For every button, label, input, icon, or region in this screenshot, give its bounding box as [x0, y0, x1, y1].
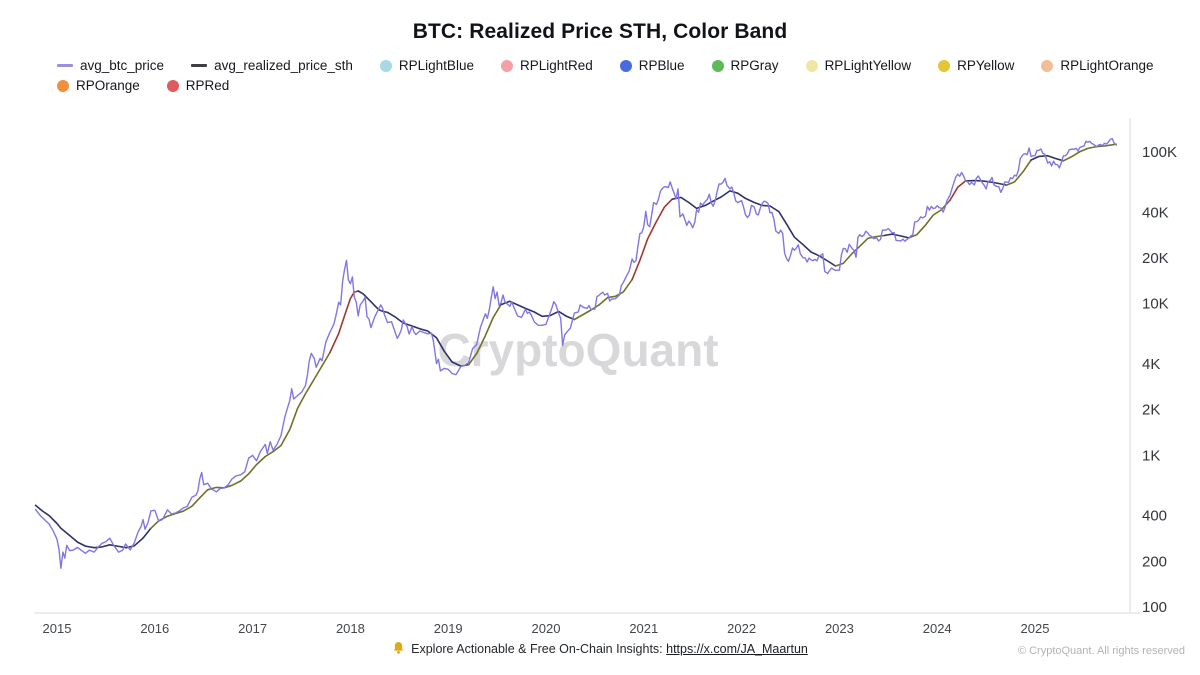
- legend-item-label: RPYellow: [957, 58, 1015, 73]
- legend-row: RPOrange RPRed: [57, 78, 1162, 93]
- y-tick-label: 40K: [1142, 204, 1169, 221]
- y-tick-label: 2K: [1142, 402, 1160, 419]
- y-tick-label: 10K: [1142, 296, 1169, 313]
- legend-dot-marker: [500, 59, 513, 72]
- x-tick-label: 2018: [336, 621, 365, 636]
- legend-item-RPYellow[interactable]: RPYellow: [938, 58, 1014, 73]
- avg-realized-price-sth-line: [34, 504, 152, 549]
- legend-dot-marker: [805, 59, 818, 72]
- legend-item-RPRed[interactable]: RPRed: [166, 78, 230, 93]
- legend-dot-marker: [166, 79, 179, 92]
- legend-item-RPOrange[interactable]: RPOrange: [57, 78, 140, 93]
- footer-link[interactable]: https://x.com/JA_Maartun: [666, 642, 808, 656]
- avg-realized-price-sth-line: [329, 290, 359, 354]
- avg-realized-price-sth-line: [883, 233, 910, 239]
- y-tick-label: 100K: [1142, 144, 1177, 161]
- legend-item-label: RPLightBlue: [398, 58, 474, 73]
- footer: Explore Actionable & Free On-Chain Insig…: [0, 641, 1200, 658]
- bell-icon: [392, 641, 405, 658]
- legend-item-label: RPLightRed: [519, 58, 593, 73]
- avg-realized-price-sth-line: [908, 199, 951, 239]
- footer-text: Explore Actionable & Free On-Chain Insig…: [411, 642, 667, 656]
- legend-item-label: avg_realized_price_sth: [214, 58, 353, 73]
- legend-item-RPBlue[interactable]: RPBlue: [619, 58, 685, 73]
- copyright-text: © CryptoQuant. All rights reserved: [1017, 645, 1185, 657]
- legend-item-label: avg_btc_price: [80, 58, 165, 73]
- legend-item-label: RPLightYellow: [824, 58, 912, 73]
- avg-realized-price-sth-line: [964, 179, 1008, 186]
- legend-item-label: RPBlue: [638, 58, 685, 73]
- legend-item-RPLightRed[interactable]: RPLightRed: [500, 58, 593, 73]
- legend-item-RPGray[interactable]: RPGray: [711, 58, 779, 73]
- chart-title: BTC: Realized Price STH, Color Band: [412, 20, 788, 43]
- y-tick-label: 20K: [1142, 250, 1169, 267]
- avg-realized-price-sth-line: [573, 278, 633, 321]
- avg-realized-price-sth-line: [1005, 159, 1032, 186]
- x-tick-label: 2025: [1021, 621, 1050, 636]
- x-tick-label: 2017: [238, 621, 267, 636]
- legend-dot-marker: [619, 59, 632, 72]
- avg-realized-price-sth-line: [500, 300, 576, 321]
- avg-realized-price-sth-line: [1030, 154, 1065, 162]
- avg-realized-price-sth-line: [949, 180, 967, 202]
- y-tick-label: 400: [1142, 508, 1167, 525]
- y-tick-label: 100: [1142, 599, 1167, 616]
- avg-realized-price-sth-line: [467, 303, 502, 366]
- x-tick-label: 2023: [825, 621, 854, 636]
- legend-dot-marker: [1041, 59, 1054, 72]
- legend-item-avg_realized_price_sth[interactable]: avg_realized_price_sth: [191, 58, 353, 73]
- x-tick-label: 2015: [43, 621, 72, 636]
- avg-btc-price-line: [34, 137, 1117, 569]
- y-tick-label: 4K: [1142, 356, 1160, 373]
- legend-item-RPLightYellow[interactable]: RPLightYellow: [805, 58, 912, 73]
- legend: avg_btc_price avg_realized_price_sth RPLig…: [57, 58, 1162, 93]
- legend-item-label: RPGray: [730, 58, 779, 73]
- legend-line-marker: [57, 64, 73, 67]
- avg-realized-price-sth-line: [150, 351, 331, 530]
- avg-realized-price-sth-line: [357, 290, 470, 367]
- x-tick-label: 2019: [434, 621, 463, 636]
- x-tick-label: 2021: [629, 621, 658, 636]
- y-tick-label: 200: [1142, 553, 1167, 570]
- x-tick-label: 2016: [140, 621, 169, 636]
- avg-realized-price-sth-line: [631, 198, 673, 281]
- x-tick-label: 2024: [923, 621, 952, 636]
- legend-item-avg_btc_price[interactable]: avg_btc_price: [57, 58, 164, 73]
- legend-dot-marker: [379, 59, 392, 72]
- avg-realized-price-sth-line: [834, 234, 886, 267]
- legend-row: avg_btc_price avg_realized_price_sth RPLig…: [57, 58, 1162, 73]
- legend-line-marker: [191, 64, 208, 67]
- y-tick-label: 1K: [1142, 447, 1160, 464]
- legend-item-label: RPLightOrange: [1060, 58, 1154, 73]
- legend-item-RPLightOrange[interactable]: RPLightOrange: [1041, 58, 1153, 73]
- avg-realized-price-sth-line: [671, 190, 837, 267]
- legend-item-RPLightBlue[interactable]: RPLightBlue: [379, 58, 474, 73]
- avg-realized-price-sth-line: [1062, 143, 1117, 162]
- legend-dot-marker: [711, 59, 724, 72]
- x-tick-label: 2022: [727, 621, 756, 636]
- legend-item-label: RPRed: [185, 78, 230, 93]
- x-tick-label: 2020: [532, 621, 561, 636]
- legend-dot-marker: [57, 79, 69, 92]
- legend-dot-marker: [938, 59, 951, 72]
- legend-item-label: RPOrange: [76, 78, 140, 93]
- watermark: CryptoQuant: [437, 324, 718, 376]
